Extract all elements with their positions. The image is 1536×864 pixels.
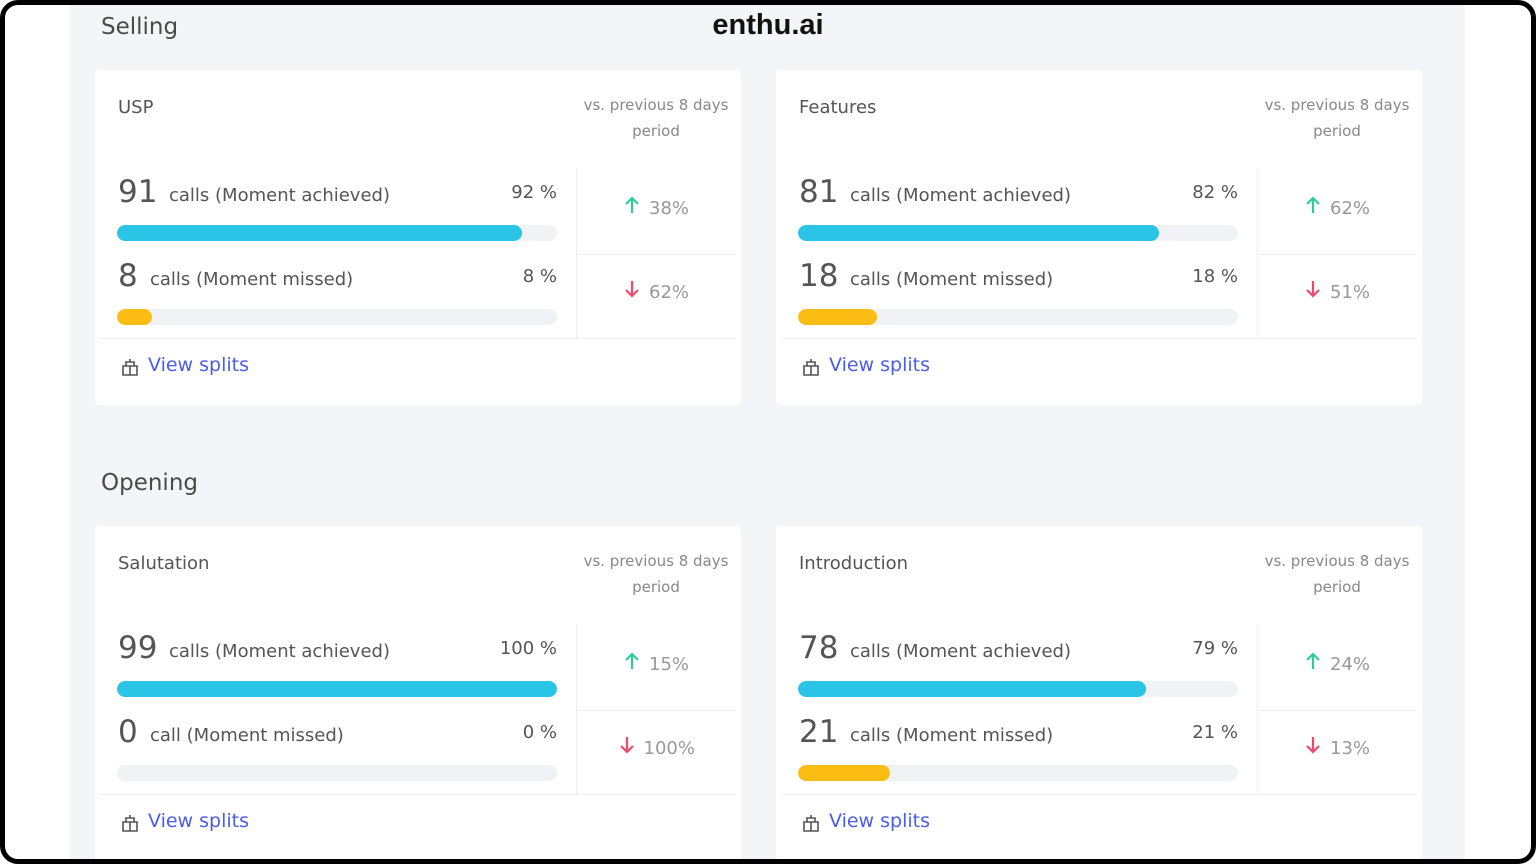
change-value: 100% xyxy=(643,738,695,759)
divider xyxy=(576,254,736,255)
progress-bar xyxy=(117,681,557,697)
call-count: 8 xyxy=(118,258,138,294)
arrow-up-icon xyxy=(1306,652,1320,669)
divider xyxy=(1257,168,1258,338)
arrow-down-icon xyxy=(1306,737,1320,754)
change-value: 62% xyxy=(649,282,690,303)
progress-track xyxy=(117,765,557,781)
change-value: 15% xyxy=(649,654,690,675)
row-label: calls (Moment missed) xyxy=(850,269,1054,290)
progress-bar xyxy=(798,765,891,781)
arrow-up-icon xyxy=(625,652,639,669)
divider xyxy=(1257,710,1417,711)
splits-icon xyxy=(122,815,138,832)
change-value: 24% xyxy=(1330,654,1371,675)
divider xyxy=(576,710,736,711)
divider xyxy=(1257,254,1417,255)
percent-label: 18 % xyxy=(1192,266,1238,287)
change-value: 38% xyxy=(649,198,690,219)
percent-label: 82 % xyxy=(1192,182,1238,203)
row-label: call (Moment missed) xyxy=(150,725,344,746)
percent-label: 21 % xyxy=(1192,722,1238,743)
percent-label: 92 % xyxy=(511,182,557,203)
divider xyxy=(781,794,1417,795)
percent-label: 8 % xyxy=(522,266,557,287)
view-splits-link[interactable]: View splits xyxy=(829,810,930,832)
metric-card: USP vs. previous 8 days period 91 calls (Mo… xyxy=(95,70,741,405)
row-label: calls (Moment missed) xyxy=(850,725,1054,746)
row-label: calls (Moment achieved) xyxy=(169,185,390,206)
brand: enthu.ai xyxy=(712,9,824,41)
arrow-down-icon xyxy=(619,737,634,754)
call-count: 18 xyxy=(799,258,839,294)
progress-bar xyxy=(798,309,878,325)
call-count: 99 xyxy=(118,630,158,666)
divider xyxy=(100,794,736,795)
card-title: Salutation xyxy=(118,553,210,574)
change-value: 51% xyxy=(1330,282,1371,303)
call-count: 21 xyxy=(799,714,839,750)
arrow-up-icon xyxy=(1306,196,1320,213)
splits-icon xyxy=(803,815,819,832)
progress-bar xyxy=(798,225,1159,241)
progress-track xyxy=(798,681,1238,697)
progress-bar xyxy=(117,225,522,241)
progress-track xyxy=(798,225,1238,241)
metric-card: Introduction vs. previous 8 days period 78… xyxy=(776,526,1422,859)
call-count: 0 xyxy=(118,714,138,750)
arrow-down-icon xyxy=(625,281,639,298)
progress-bar xyxy=(117,309,153,325)
card-title: Introduction xyxy=(799,553,909,574)
divider xyxy=(781,338,1417,339)
change-value: 62% xyxy=(1330,198,1371,219)
arrow-down-icon xyxy=(1306,281,1320,298)
splits-icon xyxy=(122,359,138,376)
section-title: Opening xyxy=(101,470,198,496)
metric-card: Features vs. previous 8 days period 81 call… xyxy=(776,70,1422,405)
arrow-up-icon xyxy=(625,196,639,213)
progress-bar xyxy=(798,681,1146,697)
divider xyxy=(100,338,736,339)
percent-label: 0 % xyxy=(522,722,557,743)
call-count: 78 xyxy=(799,630,839,666)
comparison-label: vs. previous 8 days period xyxy=(583,96,729,140)
progress-track xyxy=(798,765,1238,781)
view-splits-link[interactable]: View splits xyxy=(148,810,249,832)
percent-label: 100 % xyxy=(499,638,557,659)
view-splits-link[interactable]: View splits xyxy=(148,354,249,376)
comparison-label: vs. previous 8 days period xyxy=(1264,96,1410,140)
percent-label: 79 % xyxy=(1192,638,1238,659)
row-label: calls (Moment achieved) xyxy=(850,185,1071,206)
row-label: calls (Moment missed) xyxy=(150,269,354,290)
metric-card: Salutation vs. previous 8 days period 99 ca… xyxy=(95,526,741,859)
splits-icon xyxy=(803,359,819,376)
card-title: USP xyxy=(118,97,154,118)
divider xyxy=(576,168,577,338)
view-splits-link[interactable]: View splits xyxy=(829,354,930,376)
change-value: 13% xyxy=(1330,738,1371,759)
divider xyxy=(576,624,577,794)
row-label: calls (Moment achieved) xyxy=(850,641,1071,662)
progress-track xyxy=(117,225,557,241)
card-title: Features xyxy=(799,97,877,118)
comparison-label: vs. previous 8 days period xyxy=(583,552,729,596)
progress-track xyxy=(798,309,1238,325)
section-title: Selling xyxy=(101,14,179,40)
progress-track xyxy=(117,681,557,697)
divider xyxy=(1257,624,1258,794)
progress-track xyxy=(117,309,557,325)
call-count: 91 xyxy=(118,174,158,210)
call-count: 81 xyxy=(799,174,839,210)
row-label: calls (Moment achieved) xyxy=(169,641,390,662)
comparison-label: vs. previous 8 days period xyxy=(1264,552,1410,596)
